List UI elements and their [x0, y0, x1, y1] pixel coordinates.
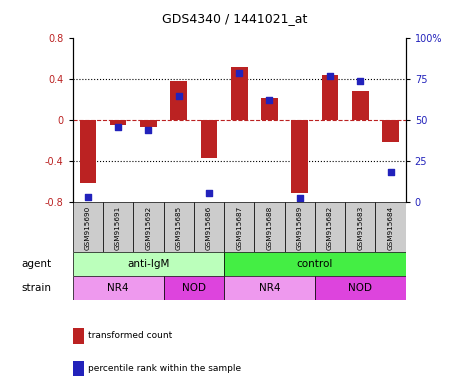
Text: percentile rank within the sample: percentile rank within the sample	[88, 364, 241, 373]
Text: strain: strain	[22, 283, 52, 293]
Bar	[170, 81, 187, 120]
Bar	[261, 98, 278, 120]
Point	[356, 78, 364, 84]
Bar	[224, 276, 315, 300]
Bar	[382, 120, 399, 142]
Text: GSM915689: GSM915689	[297, 206, 303, 250]
Bar	[291, 120, 308, 194]
Point	[387, 169, 394, 175]
Text: GSM915690: GSM915690	[85, 206, 91, 250]
Text: NOD: NOD	[182, 283, 206, 293]
Bar	[345, 202, 375, 252]
Text: anti-IgM: anti-IgM	[127, 259, 170, 269]
Text: GSM915685: GSM915685	[176, 206, 182, 250]
Bar	[140, 120, 157, 127]
Bar	[73, 276, 164, 300]
Text: GSM915692: GSM915692	[145, 206, 151, 250]
Bar	[375, 202, 406, 252]
Bar	[201, 120, 217, 158]
Point	[296, 195, 303, 202]
Text: GSM915688: GSM915688	[266, 206, 272, 250]
Text: transformed count: transformed count	[88, 331, 172, 341]
Text: agent: agent	[22, 259, 52, 269]
Bar	[315, 202, 345, 252]
Bar	[164, 276, 224, 300]
Text: GSM915691: GSM915691	[115, 206, 121, 250]
Bar	[254, 202, 285, 252]
Bar	[224, 202, 254, 252]
Bar	[73, 252, 224, 276]
Bar	[110, 120, 127, 125]
Point	[144, 127, 152, 133]
Text: NR4: NR4	[259, 283, 280, 293]
Text: GSM915687: GSM915687	[236, 206, 242, 250]
Bar	[73, 202, 103, 252]
Text: NOD: NOD	[348, 283, 372, 293]
Point	[266, 98, 273, 104]
Text: GSM915684: GSM915684	[387, 206, 393, 250]
Bar	[103, 202, 133, 252]
Point	[235, 70, 243, 76]
Bar	[322, 75, 338, 120]
Text: NR4: NR4	[107, 283, 129, 293]
Text: GSM915682: GSM915682	[327, 206, 333, 250]
Point	[84, 194, 91, 200]
Bar	[194, 202, 224, 252]
Bar	[315, 276, 406, 300]
Bar	[133, 202, 164, 252]
Point	[326, 73, 334, 79]
Bar	[164, 202, 194, 252]
Text: GDS4340 / 1441021_at: GDS4340 / 1441021_at	[162, 12, 307, 25]
Bar	[80, 120, 96, 183]
Point	[175, 93, 182, 99]
Bar	[352, 91, 369, 120]
Bar	[231, 67, 248, 120]
Point	[205, 190, 212, 197]
Text: control: control	[297, 259, 333, 269]
Point	[114, 124, 122, 130]
Text: GSM915683: GSM915683	[357, 206, 363, 250]
Bar	[285, 202, 315, 252]
Bar	[224, 252, 406, 276]
Text: GSM915686: GSM915686	[206, 206, 212, 250]
